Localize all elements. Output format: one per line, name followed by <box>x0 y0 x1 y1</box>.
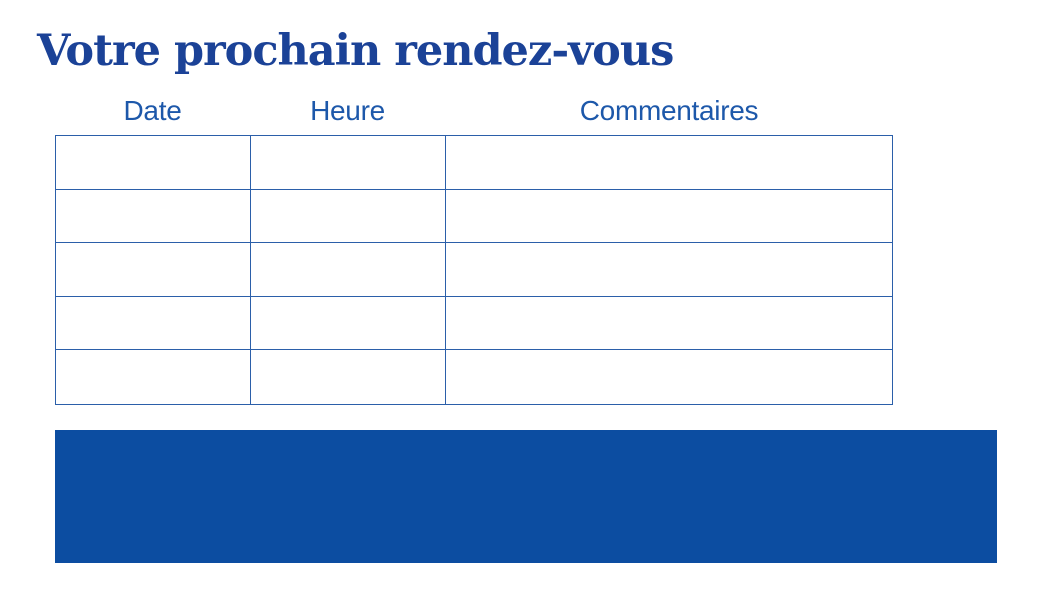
page-title: Votre prochain rendez-vous <box>37 26 674 76</box>
column-header-heure: Heure <box>310 95 385 127</box>
table-cell[interactable] <box>446 350 892 404</box>
table-cell[interactable] <box>251 136 446 190</box>
table-cell[interactable] <box>251 189 446 244</box>
bottom-decorative-band <box>55 430 997 563</box>
table-header-row: Date Heure Commentaires <box>55 93 893 127</box>
table-cell[interactable] <box>446 297 892 351</box>
table-cell[interactable] <box>56 350 251 404</box>
table-cell[interactable] <box>251 243 446 297</box>
appointments-table <box>55 135 893 405</box>
table-cell[interactable] <box>251 296 446 351</box>
column-header-date: Date <box>123 95 182 127</box>
table-cell[interactable] <box>251 350 446 404</box>
table-cell[interactable] <box>56 189 251 244</box>
table-cell[interactable] <box>56 136 251 190</box>
column-header-commentaires: Commentaires <box>579 95 759 127</box>
table-cell[interactable] <box>56 243 251 297</box>
table-cell[interactable] <box>446 243 892 297</box>
table-cell[interactable] <box>446 136 892 190</box>
table-cell[interactable] <box>446 190 892 244</box>
table-cell[interactable] <box>56 296 251 351</box>
